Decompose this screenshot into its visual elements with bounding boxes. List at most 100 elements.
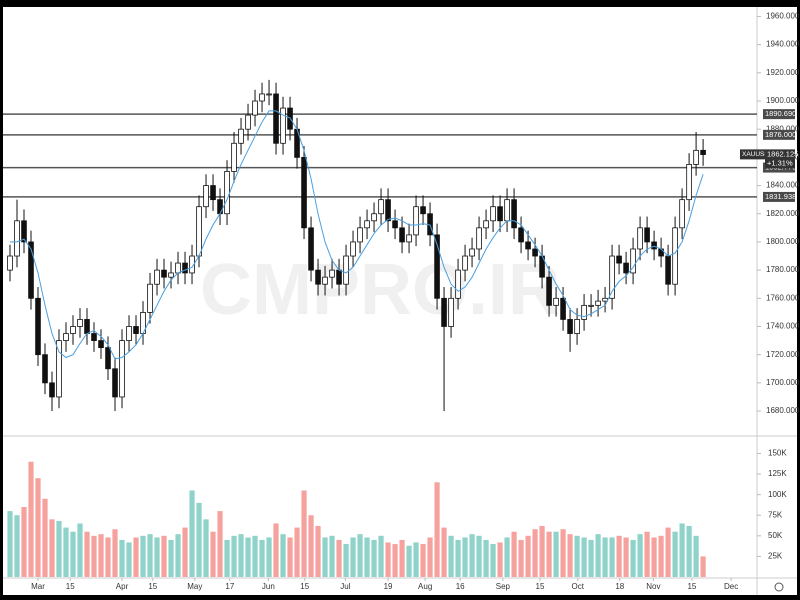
candle-body xyxy=(644,227,650,243)
volume-bar xyxy=(595,534,601,577)
volume-bar xyxy=(350,537,356,577)
volume-bar xyxy=(294,527,300,577)
volume-bar xyxy=(35,478,41,577)
x-tick-label: 19 xyxy=(384,582,393,591)
candle-body xyxy=(518,227,524,243)
chart-background xyxy=(3,7,797,595)
timezone-icon[interactable] xyxy=(774,582,784,592)
symbol-label: XAUUSD xyxy=(742,151,769,158)
candle-body xyxy=(364,220,370,229)
volume-bar xyxy=(105,537,111,577)
x-tick-label: Apr xyxy=(116,582,129,591)
candle-body xyxy=(392,220,398,229)
x-tick-label: Oct xyxy=(572,582,585,591)
candle-body xyxy=(385,199,391,222)
candle-body xyxy=(126,326,132,341)
candle-body xyxy=(189,255,195,274)
volume-bar xyxy=(448,535,454,577)
candle-body xyxy=(413,206,419,236)
candle-body xyxy=(28,241,34,299)
candle-body xyxy=(49,382,55,398)
volume-bar xyxy=(21,507,27,577)
candle-body xyxy=(161,269,167,278)
level-label-box xyxy=(763,191,795,202)
x-tick-label: 15 xyxy=(300,582,309,591)
volume-tick-label: 150K xyxy=(768,449,787,458)
candle-body xyxy=(133,326,139,334)
y-tick-label: 1740.000 xyxy=(766,322,800,331)
candle-body xyxy=(336,269,342,285)
volume-tick-label: 50K xyxy=(768,531,783,540)
volume-bar xyxy=(539,525,545,577)
y-tick-label: 1940.000 xyxy=(766,40,800,49)
candle-body xyxy=(259,93,265,102)
volume-bar xyxy=(560,529,566,577)
volume-bar xyxy=(686,525,692,577)
x-tick-label: Nov xyxy=(646,582,660,591)
last-price-label: 1862.125 xyxy=(767,149,798,158)
candle-body xyxy=(343,255,349,285)
volume-bar xyxy=(336,539,342,577)
volume-bar xyxy=(196,502,202,577)
volume-bar xyxy=(581,537,587,577)
candle-body xyxy=(420,206,426,215)
candle-body xyxy=(105,347,111,370)
volume-bar xyxy=(161,535,167,577)
candle-body xyxy=(497,206,503,222)
x-tick-label: 15 xyxy=(148,582,157,591)
volume-bar xyxy=(343,544,349,577)
volume-bar xyxy=(329,535,335,577)
volume-bar xyxy=(119,539,125,577)
candle-body xyxy=(700,149,706,155)
volume-bar xyxy=(189,490,195,577)
volume-bar xyxy=(504,537,510,577)
candle-body xyxy=(98,340,104,349)
volume-bar xyxy=(112,529,118,577)
volume-bar xyxy=(28,461,34,577)
candle-body xyxy=(196,206,202,257)
x-tick-label: Jun xyxy=(262,582,275,591)
candle-body xyxy=(301,156,307,229)
volume-bar xyxy=(567,534,573,577)
candle-body xyxy=(322,276,328,285)
candle-body xyxy=(84,319,90,334)
volume-bar xyxy=(553,531,559,577)
volume-bar xyxy=(287,537,293,577)
volume-bar xyxy=(378,535,384,577)
volume-bar xyxy=(56,521,62,577)
volume-bar xyxy=(385,542,391,577)
volume-bar xyxy=(658,535,664,577)
level-label-box xyxy=(763,129,795,140)
x-tick-label: 15 xyxy=(536,582,545,591)
y-tick-label: 1720.000 xyxy=(766,350,800,359)
volume-bar xyxy=(273,523,279,577)
x-tick-label: 16 xyxy=(456,582,465,591)
y-tick-label: 1880.000 xyxy=(766,124,800,133)
volume-bar xyxy=(371,539,377,577)
volume-bar xyxy=(574,535,580,577)
volume-bar xyxy=(462,537,468,577)
volume-bar xyxy=(231,535,237,577)
volume-bar xyxy=(616,535,622,577)
candle-body xyxy=(112,368,118,398)
volume-bar xyxy=(301,490,307,577)
y-tick-label: 1920.000 xyxy=(766,68,800,77)
volume-bar xyxy=(511,531,517,577)
y-tick-label: 1680.000 xyxy=(766,406,800,415)
volume-bar xyxy=(364,537,370,577)
x-tick-label: 17 xyxy=(225,582,234,591)
y-tick-label: 1800.000 xyxy=(766,237,800,246)
candle-body xyxy=(476,227,482,250)
candle-body xyxy=(595,300,601,306)
candle-body xyxy=(560,297,566,320)
volume-bar xyxy=(140,535,146,577)
volume-bar xyxy=(217,511,223,577)
candle-body xyxy=(280,107,286,144)
volume-bar xyxy=(175,534,181,577)
volume-bar xyxy=(630,539,636,577)
volume-bar xyxy=(259,539,265,577)
volume-bar xyxy=(63,527,69,577)
x-tick-label: 18 xyxy=(615,582,624,591)
candle-body xyxy=(462,255,468,271)
